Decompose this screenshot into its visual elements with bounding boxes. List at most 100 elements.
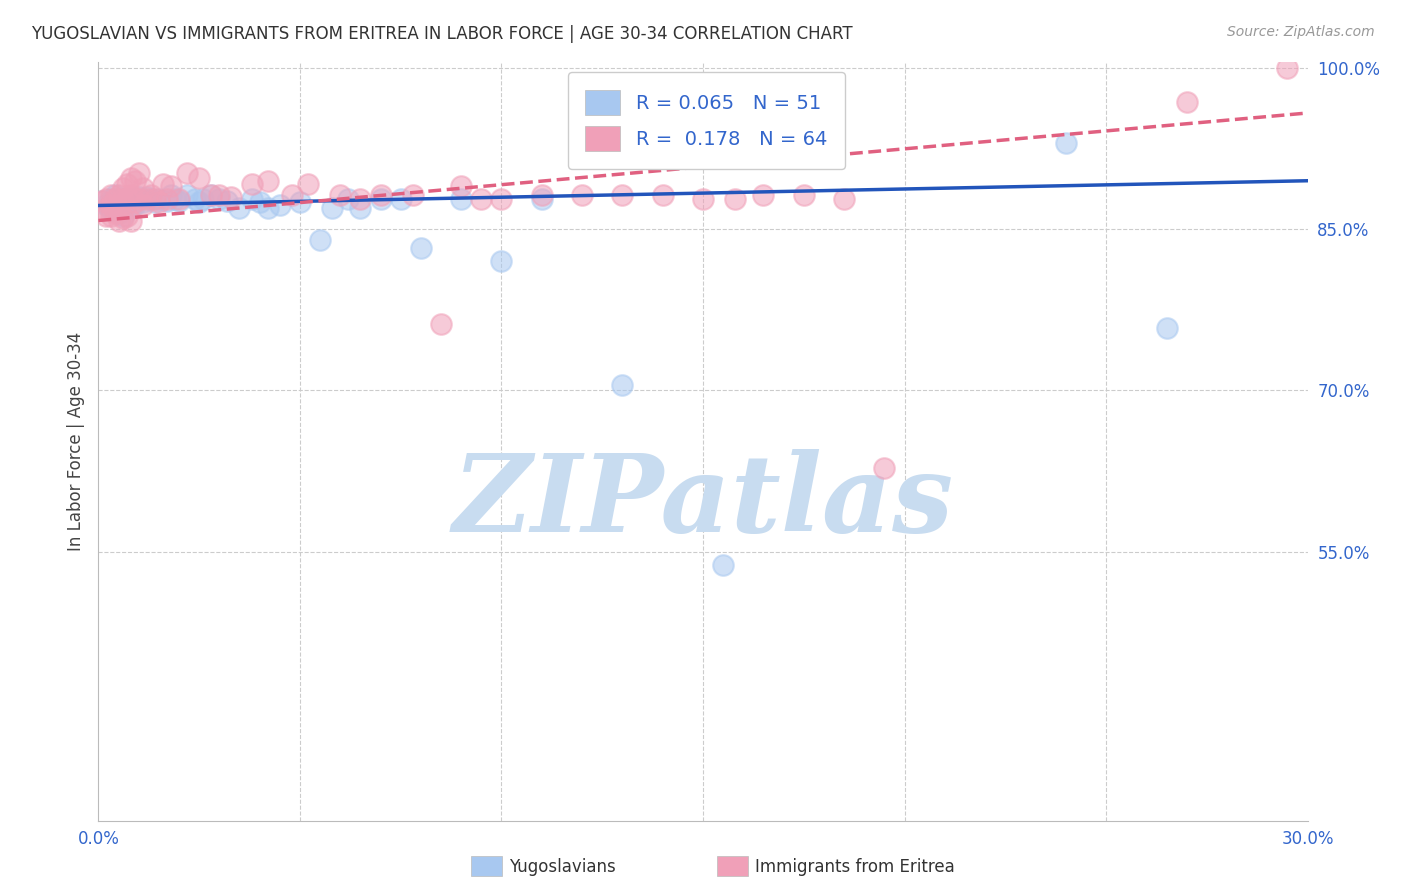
Point [143, 195, 166, 210]
Point [135, 192, 157, 206]
Point [120, 213, 142, 227]
Point [128, 192, 150, 206]
Point [269, 198, 291, 212]
Point [96, 209, 118, 223]
Point [132, 195, 155, 210]
Text: Source: ZipAtlas.com: Source: ZipAtlas.com [1227, 25, 1375, 39]
Point [349, 201, 371, 215]
Point [107, 202, 129, 217]
Point [132, 198, 155, 212]
Point [100, 192, 122, 206]
Point [107, 213, 129, 227]
Point [100, 209, 122, 223]
Point [152, 177, 174, 191]
Point [124, 198, 146, 212]
Point [873, 461, 896, 475]
Point [107, 195, 129, 210]
Point [111, 192, 134, 206]
Point [240, 192, 263, 206]
Point [297, 177, 319, 191]
Point [430, 317, 453, 331]
Point [370, 187, 392, 202]
Point [128, 190, 150, 204]
Point [148, 192, 170, 206]
Point [156, 192, 179, 206]
Point [221, 190, 243, 204]
Point [1277, 61, 1299, 75]
Point [651, 187, 673, 202]
Point [349, 192, 371, 206]
Point [176, 187, 198, 202]
Point [208, 192, 231, 206]
Point [793, 187, 815, 202]
Point [409, 242, 432, 256]
Point [103, 206, 125, 220]
Point [96, 198, 118, 212]
Point [128, 166, 150, 180]
Point [115, 195, 138, 210]
Point [692, 192, 714, 206]
Point [103, 201, 125, 215]
Point [321, 201, 343, 215]
Point [91, 194, 114, 209]
Point [139, 192, 162, 206]
Point [370, 192, 392, 206]
Point [281, 187, 304, 202]
Point [389, 192, 412, 206]
Point [612, 187, 634, 202]
Point [124, 174, 146, 188]
Text: Immigrants from Eritrea: Immigrants from Eritrea [755, 858, 955, 876]
Point [249, 195, 271, 210]
Point [167, 194, 190, 209]
Point [256, 201, 278, 215]
Point [115, 192, 138, 206]
Point [107, 187, 129, 202]
Text: ZIPatlas: ZIPatlas [453, 450, 953, 555]
Point [163, 192, 186, 206]
Point [200, 187, 222, 202]
Point [176, 166, 198, 180]
Point [139, 187, 162, 202]
Point [450, 192, 472, 206]
Point [288, 195, 311, 210]
Point [91, 202, 114, 217]
Point [530, 187, 553, 202]
Y-axis label: In Labor Force | Age 30-34: In Labor Force | Age 30-34 [66, 332, 84, 551]
Point [240, 177, 263, 191]
Point [120, 192, 142, 206]
Point [91, 194, 114, 209]
Point [1054, 136, 1077, 150]
Point [1175, 95, 1198, 110]
Point [470, 192, 492, 206]
Point [132, 181, 155, 195]
Point [107, 206, 129, 220]
Point [160, 187, 183, 202]
Point [612, 378, 634, 392]
Point [571, 187, 593, 202]
Point [1156, 321, 1178, 335]
Point [184, 192, 207, 206]
Point [156, 194, 179, 209]
Point [530, 192, 553, 206]
Point [711, 558, 734, 572]
Point [402, 187, 425, 202]
Point [96, 192, 118, 206]
Point [135, 190, 157, 204]
Point [832, 192, 855, 206]
Point [148, 195, 170, 210]
Point [208, 187, 231, 202]
Point [256, 174, 278, 188]
Point [111, 211, 134, 226]
Text: Yugoslavians: Yugoslavians [509, 858, 616, 876]
Point [124, 195, 146, 210]
Point [143, 192, 166, 206]
Point [188, 170, 211, 185]
Text: YUGOSLAVIAN VS IMMIGRANTS FROM ERITREA IN LABOR FORCE | AGE 30-34 CORRELATION CH: YUGOSLAVIAN VS IMMIGRANTS FROM ERITREA I… [31, 25, 852, 43]
Point [167, 192, 190, 206]
Point [111, 181, 134, 195]
Point [491, 254, 513, 268]
Point [724, 192, 747, 206]
Point [115, 209, 138, 223]
Point [100, 202, 122, 217]
Point [188, 195, 211, 210]
